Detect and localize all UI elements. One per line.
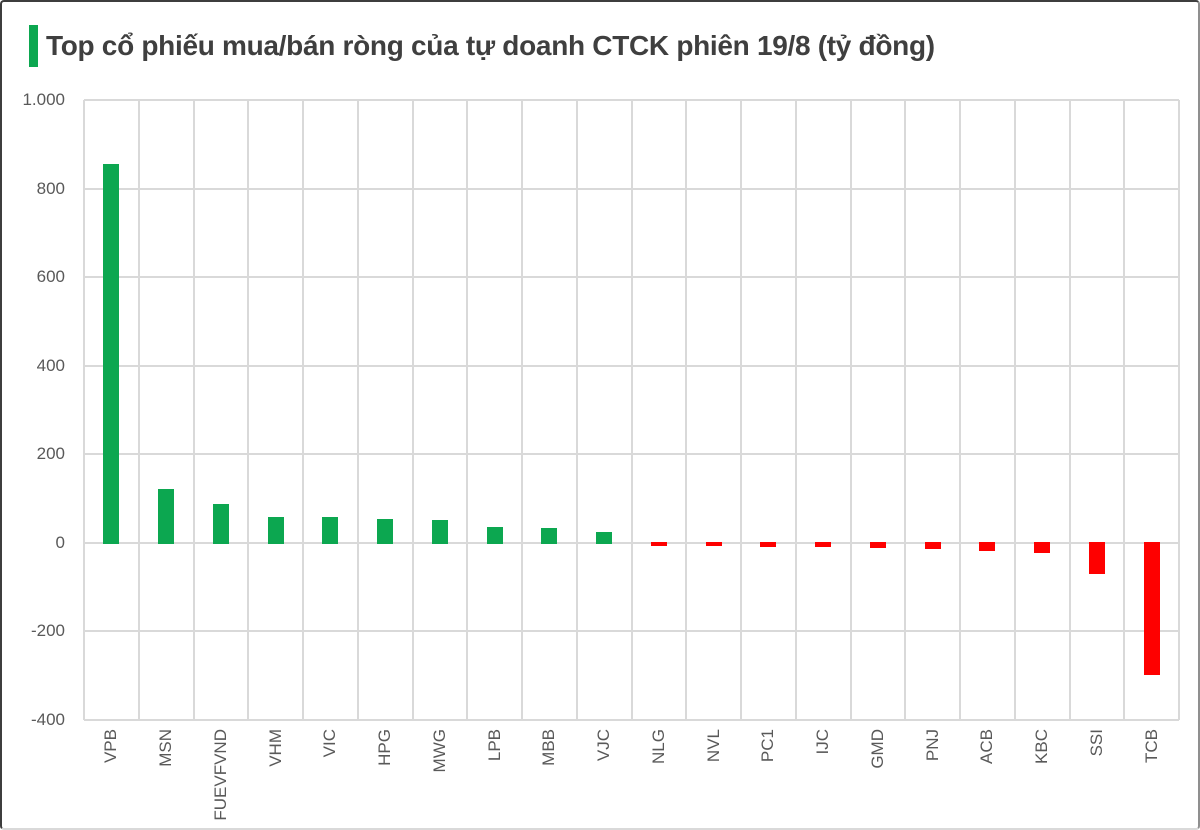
y-axis-tick-label: 400 [36,356,65,375]
bar-KBC [1034,541,1050,553]
x-axis-tick-label-NLG: NLG [649,729,668,764]
gridline-vertical [576,100,578,720]
gridline-vertical [795,100,797,720]
x-axis-tick-label-SSI: SSI [1087,729,1106,757]
y-axis-tick-label: 600 [36,267,65,286]
bar-NVL [706,541,722,547]
bar-VHM [268,516,284,544]
x-axis-tick-label-VPB: VPB [101,729,120,764]
gridline-vertical [904,100,906,720]
gridline-vertical [193,100,195,720]
gridline-vertical [1123,100,1125,720]
gridline-horizontal [84,719,1179,721]
y-axis-tick-label: 200 [36,444,65,463]
gridline-vertical [247,100,249,720]
chart-title: Top cổ phiếu mua/bán ròng của tự doanh C… [46,30,935,61]
gridline-vertical [1069,100,1071,720]
gridline-vertical [466,100,468,720]
x-axis-tick-label-GMD: GMD [868,729,887,769]
gridline-vertical [138,100,140,720]
gridline-vertical [959,100,961,720]
bar-SSI [1089,541,1105,574]
bar-TCB [1144,541,1160,676]
gridline-vertical [83,100,85,720]
bar-HPG [377,519,393,544]
gridline-vertical [1178,100,1180,720]
x-axis-tick-label-FUEVFVND: FUEVFVND [211,729,230,821]
title-accent-bar [29,25,38,67]
x-axis-tick-label-TCB: TCB [1142,729,1161,763]
bar-IJC [815,541,831,547]
gridline-vertical [631,100,633,720]
x-axis-tick-label-LPB: LPB [485,729,504,762]
bar-PC1 [760,541,776,548]
bar-GMD [870,541,886,549]
gridline-vertical [357,100,359,720]
x-axis-tick-label-KBC: KBC [1032,729,1051,764]
bar-PNJ [925,541,941,550]
gridline-vertical [302,100,304,720]
bar-LPB [487,527,503,544]
bar-MWG [432,520,448,544]
y-axis-tick-label: 800 [36,179,65,198]
y-axis-tick-label: -200 [30,621,65,640]
gridline-vertical [521,100,523,720]
x-axis-tick-label-IJC: IJC [813,729,832,755]
x-axis-tick-label-MBB: MBB [539,729,558,766]
x-axis-tick-label-VJC: VJC [594,729,613,762]
bar-MSN [158,489,174,544]
bar-VJC [596,532,612,544]
gridline-vertical [850,100,852,720]
y-axis-tick-label: 1.000 [22,90,65,109]
x-axis-tick-label-PNJ: PNJ [923,729,942,762]
gridline-vertical [412,100,414,720]
x-axis-tick-label-MSN: MSN [156,729,175,767]
bar-ACB [979,541,995,552]
gridline-vertical [740,100,742,720]
gridline-vertical [1014,100,1016,720]
x-axis-tick-label-ACB: ACB [977,729,996,764]
bar-NLG [651,541,667,546]
y-axis-tick-label: 0 [55,533,65,552]
x-axis-tick-label-MWG: MWG [430,729,449,773]
bar-FUEVFVND [213,504,229,544]
x-axis-tick-label-NVL: NVL [704,729,723,763]
bar-VPB [103,164,119,544]
x-axis-tick-label-HPG: HPG [375,729,394,766]
x-axis-tick-label-VHM: VHM [266,729,285,767]
x-axis-tick-label-VIC: VIC [320,729,339,758]
y-axis-tick-label: -400 [30,710,65,729]
x-axis-tick-label-PC1: PC1 [758,729,777,763]
title-row: Top cổ phiếu mua/bán ròng của tự doanh C… [29,25,935,67]
gridline-vertical [685,100,687,720]
bar-MBB [541,527,557,544]
bar-VIC [322,517,338,544]
